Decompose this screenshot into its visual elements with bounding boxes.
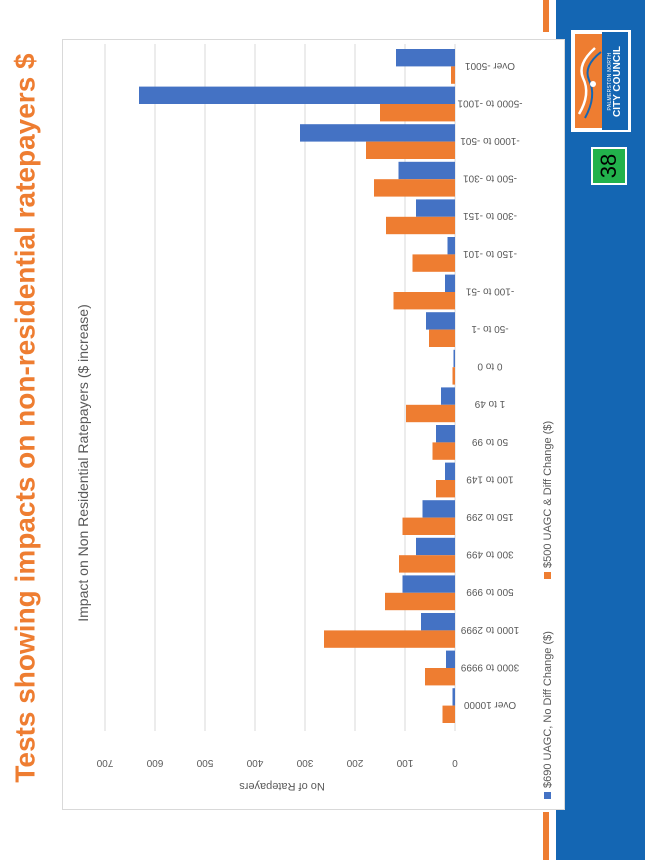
category-label: Over -5001 [465,60,515,71]
category-label: 0 to 0 [477,361,502,372]
category-label: Over 10000 [463,699,516,710]
x-tick-label: 0 [452,757,458,768]
bar-diff-change [406,404,455,423]
bar-no-diff-change [453,349,455,368]
legend: $690 UAGC, No Diff Change ($) $500 UAGC &… [542,421,554,799]
slide-title: Tests showing impacts on non-residential… [10,53,42,783]
bar-no-diff-change [300,124,455,142]
category-label: -1000 to -501 [460,135,520,146]
bar-diff-change [412,254,455,272]
bar-no-diff-change [436,425,455,443]
x-tick-label: 100 [396,757,413,768]
category-label: 150 to 299 [466,511,514,522]
bar-no-diff-change [421,613,455,631]
x-axis-title: No of Ratepayers [239,780,325,792]
x-tick-label: 300 [296,757,313,768]
slide-number: 38 [595,153,621,179]
legend-swatch [544,792,551,799]
x-tick-label: 400 [246,757,263,768]
bar-diff-change [451,66,455,84]
bar-diff-change [386,216,455,235]
legend-label: $500 UAGC & Diff Change ($) [542,421,554,568]
bar-no-diff-change [426,312,455,330]
x-tick-label: 600 [146,757,163,768]
x-tick-label: 200 [346,757,363,768]
slide-number-badge: 38 [591,147,627,185]
bar-no-diff-change [441,387,455,405]
x-tick-label: 500 [196,757,213,768]
category-label: -150 to -101 [463,248,517,259]
bar-diff-change [436,480,455,498]
bar-diff-change [429,329,455,347]
bar-no-diff-change [398,161,455,180]
bar-diff-change [366,141,455,159]
accent-stripe-bottom [543,812,549,860]
bar-no-diff-change [416,199,455,217]
council-logo: PALMERSTON NORTH CITY COUNCIL [571,30,631,132]
category-label: 50 to 99 [471,436,508,447]
accent-stripe-top [543,0,549,32]
category-label: 500 to 999 [466,586,514,597]
bar-no-diff-change [402,575,455,593]
category-label: 100 to 149 [466,473,514,484]
bar-no-diff-change [446,650,455,668]
chart-title: Impact on Non Residential Ratepayers ($ … [75,304,91,622]
category-label: -500 to -301 [463,173,517,184]
bar-diff-change [385,592,455,611]
brand-band [556,0,645,860]
legend-label: $690 UAGC, No Diff Change ($) [542,631,554,788]
bar-diff-change [380,104,455,122]
slide-title-container: Tests showing impacts on non-residential… [8,38,44,798]
bar-diff-change [374,179,455,197]
logo-wordmark: PALMERSTON NORTH CITY COUNCIL [602,32,628,130]
bar-diff-change [442,705,455,723]
bar-diff-change [393,292,455,310]
bar-diff-change [399,555,455,573]
logo-line-2: CITY COUNCIL [611,45,623,117]
bar-diff-change [452,367,455,385]
x-tick-label: 700 [96,757,113,768]
category-label: -300 to -151 [463,210,517,221]
bar-no-diff-change [445,462,455,480]
bar-no-diff-change [139,86,455,104]
category-label: 1 to 49 [474,398,505,409]
bar-no-diff-change [416,537,455,556]
bar-diff-change [324,630,455,648]
bar-no-diff-change [445,274,455,292]
category-label: -5000 to -1001 [457,97,522,108]
category-label: -100 to -51 [465,285,514,296]
bar-no-diff-change [447,237,455,255]
bar-diff-change [425,668,455,686]
category-label: 300 to 499 [466,549,514,560]
chart-frame [62,39,565,810]
bar-diff-change [402,517,455,535]
logo-emblem-icon [577,47,602,119]
bar-diff-change [432,442,455,460]
legend-swatch [544,572,551,579]
bar-no-diff-change [422,500,455,518]
category-label: 1000 to 2999 [460,624,519,635]
category-label: -50 to -1 [471,323,509,334]
category-label: 3000 to 9999 [460,661,519,672]
bar-chart: 0 100 200 300 400 500 600 700 Over 10000 3000 to … [75,44,554,799]
bar-no-diff-change [452,688,455,706]
bar-no-diff-change [396,49,455,67]
